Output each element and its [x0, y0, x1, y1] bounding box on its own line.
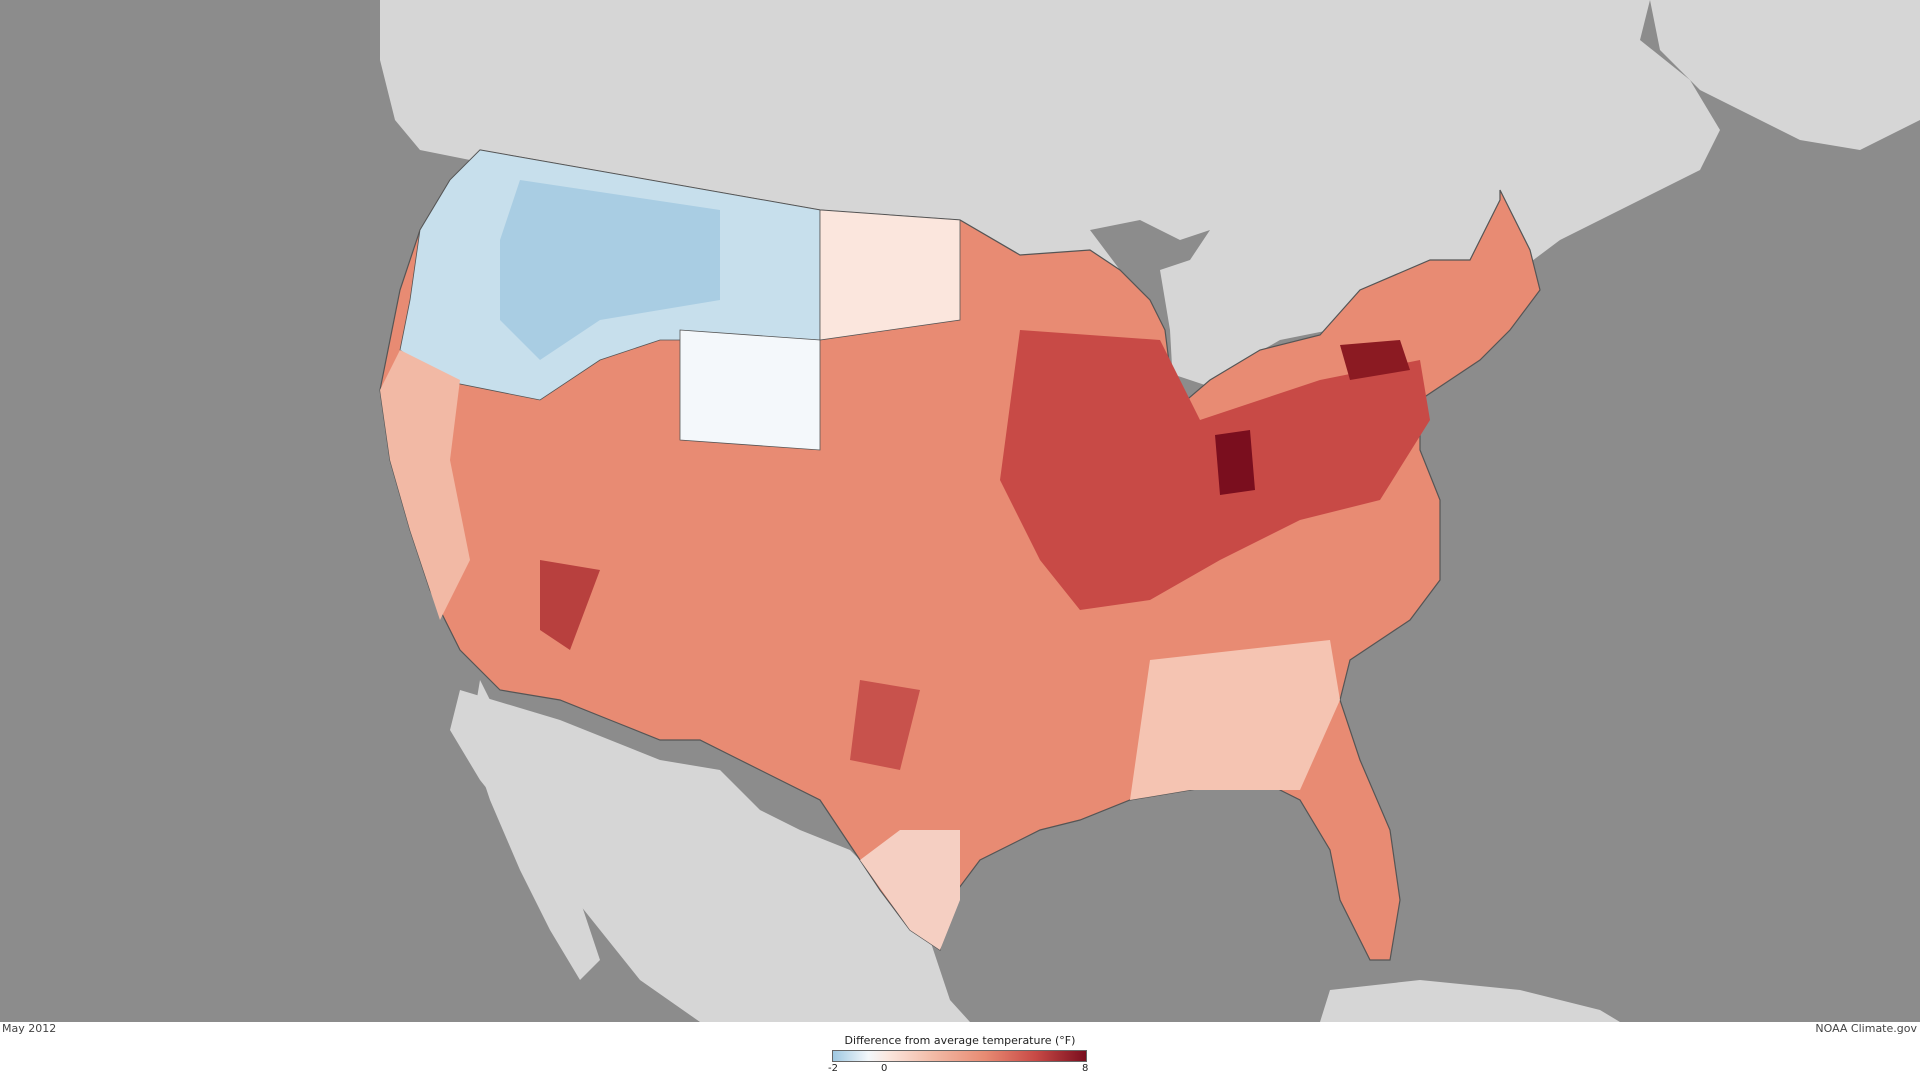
southwest-hot: [540, 560, 600, 650]
mexico-land: [450, 690, 970, 1022]
wyoming-neutral: [679, 329, 821, 451]
map-canvas: [379, 0, 1920, 1022]
ohio-max-hot: [1215, 430, 1255, 495]
southeast-mild: [1130, 640, 1340, 800]
midwest-hot-zone: [1000, 330, 1430, 610]
legend-tick-min: -2: [828, 1063, 838, 1074]
california-coast: [380, 350, 470, 620]
baja-land: [470, 680, 600, 980]
new-york-max-hot: [1340, 340, 1410, 380]
legend-title: Difference from average temperature (°F): [844, 1034, 1076, 1047]
credit-label: NOAA Climate.gov: [1815, 1022, 1917, 1035]
legend-tick-max: 8: [1082, 1063, 1089, 1074]
temperature-anomaly-map: [0, 0, 1920, 1022]
cuba-land: [1320, 980, 1620, 1022]
northwest-core-cold: [500, 180, 720, 360]
texas-coast-mild: [860, 830, 960, 950]
legend-tick-zero: 0: [881, 1063, 888, 1074]
canada-east-land: [1650, 0, 1920, 150]
date-label: May 2012: [2, 1022, 57, 1035]
texas-hot: [850, 680, 920, 770]
legend: Difference from average temperature (°F)…: [828, 1034, 1090, 1078]
dakota-neutral: [819, 209, 961, 341]
legend-color-bar: [832, 1050, 1087, 1062]
